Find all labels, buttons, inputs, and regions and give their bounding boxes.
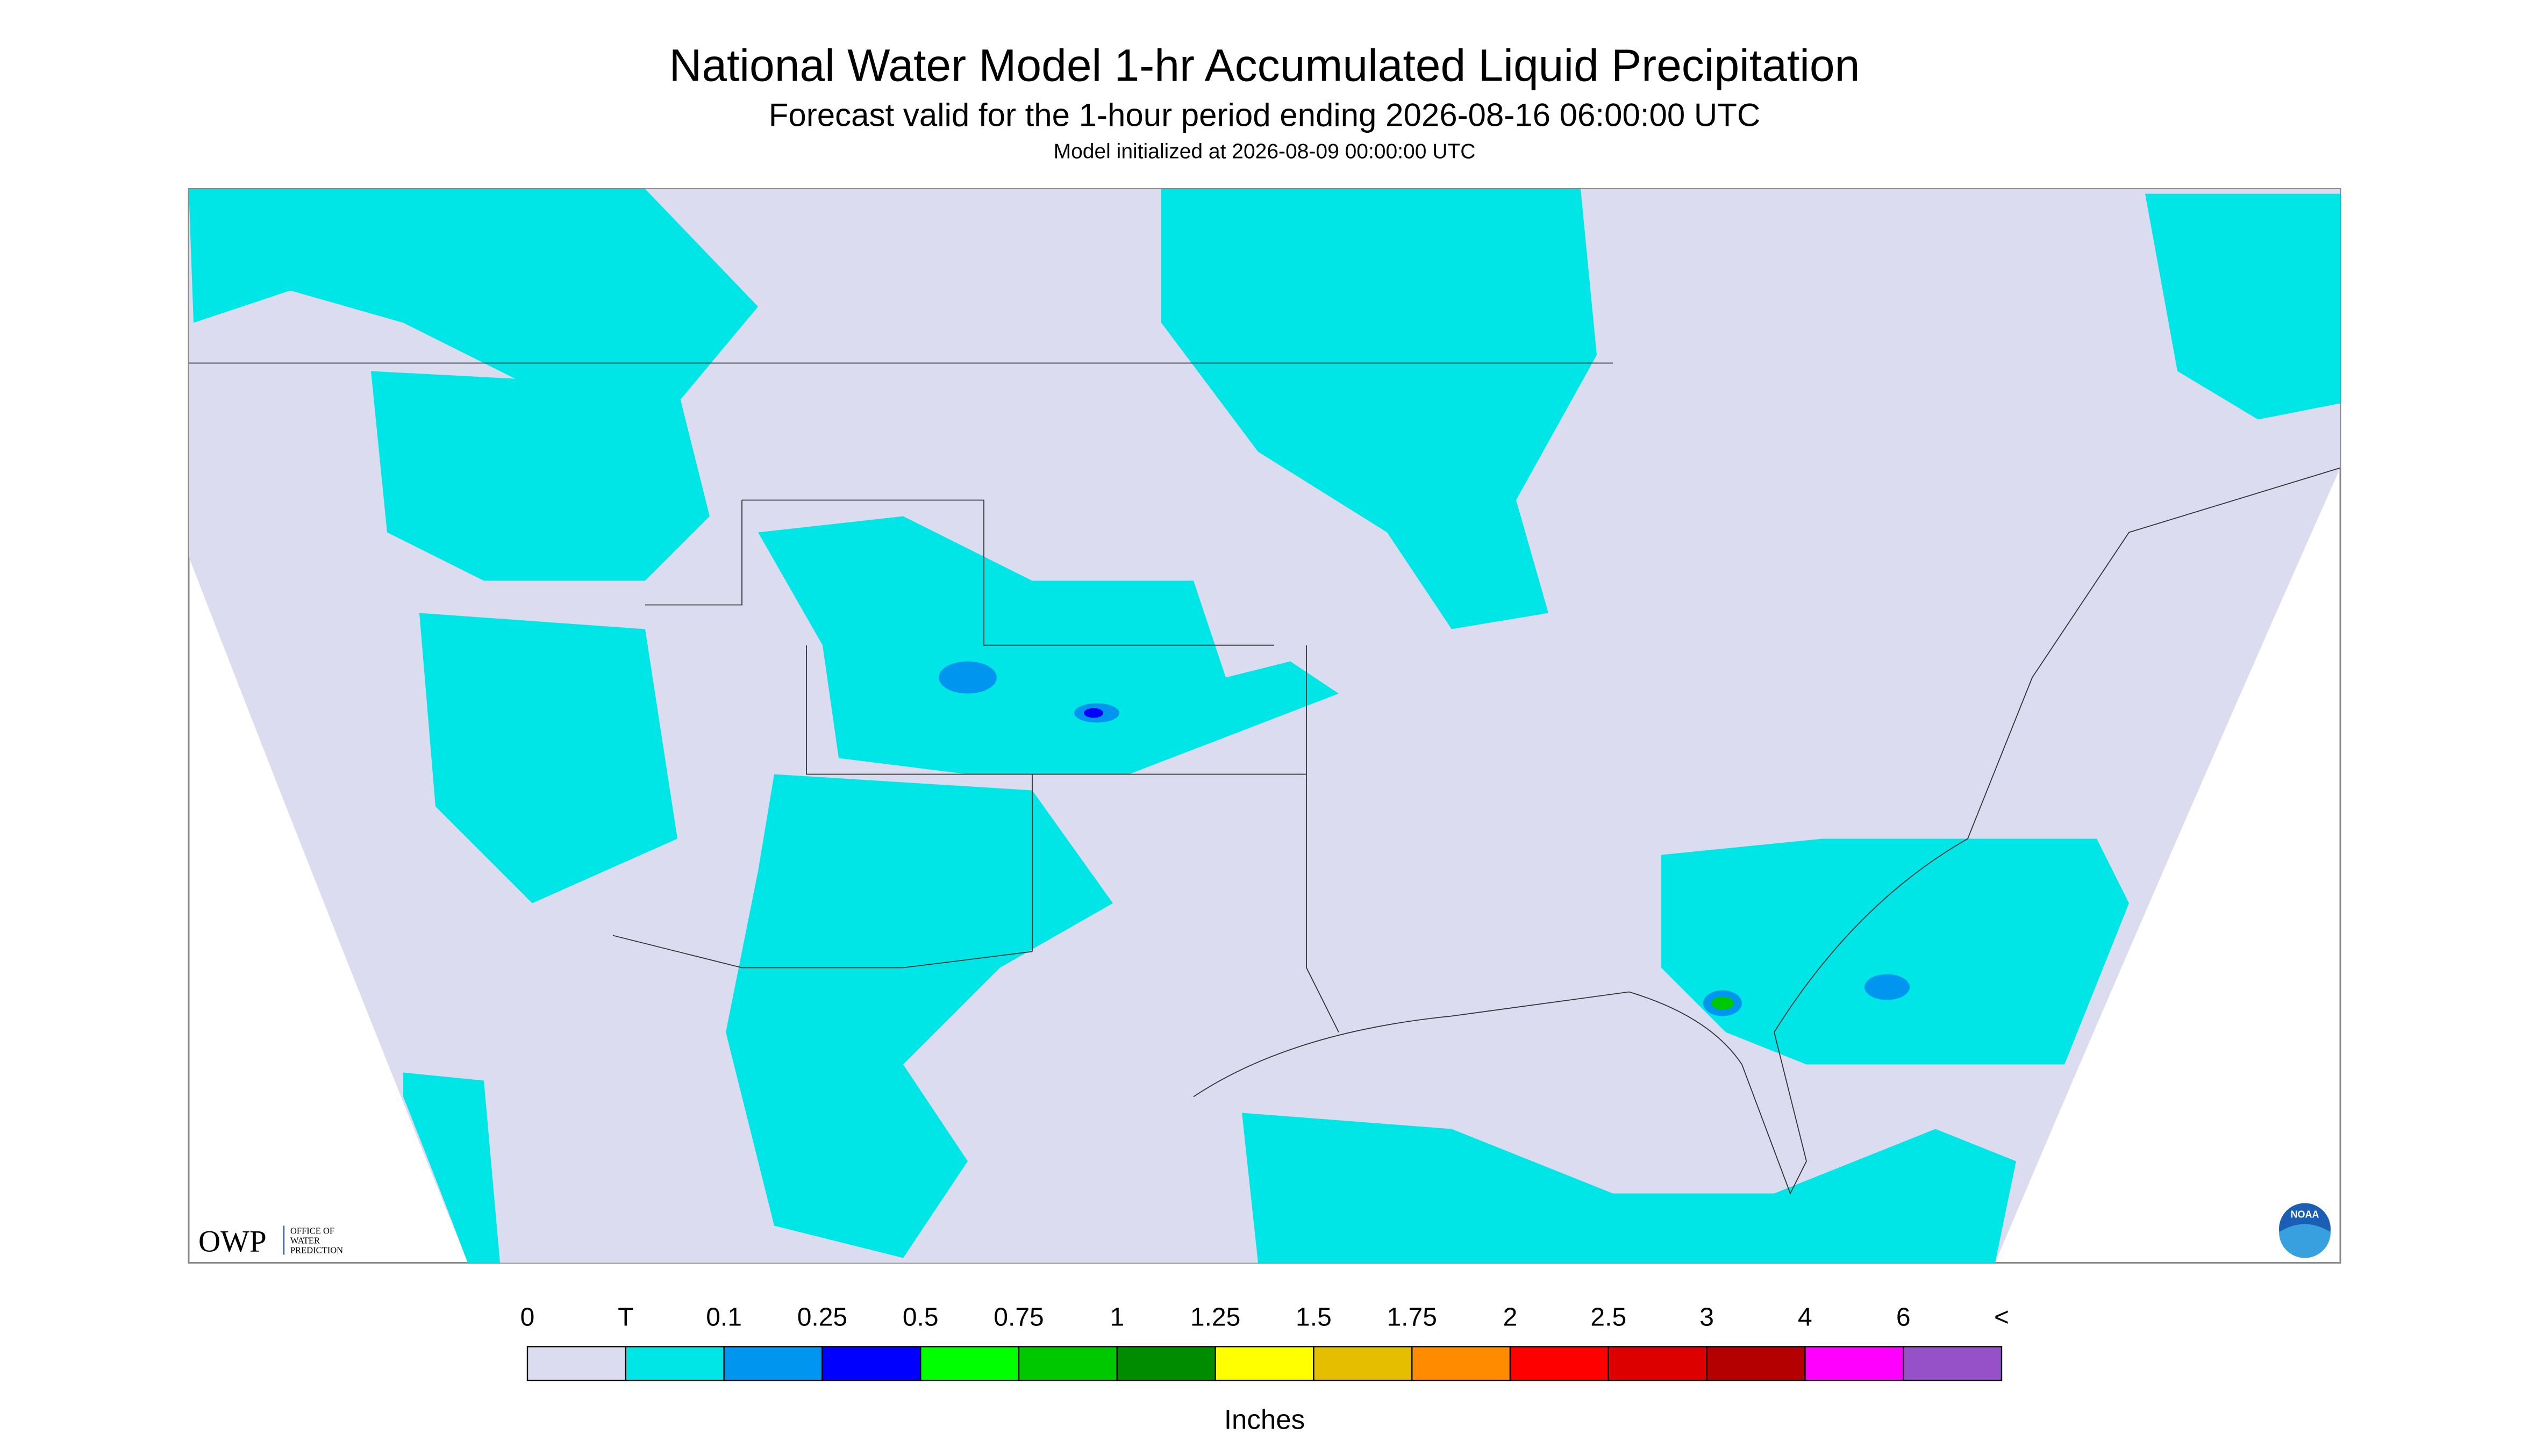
legend-swatch (723, 1346, 823, 1381)
precip-cell (1711, 996, 1734, 1010)
legend-swatch (625, 1346, 725, 1381)
precip-area (403, 1072, 500, 1263)
precip-area (1661, 838, 2129, 1065)
legend-label: 6 (1896, 1303, 1911, 1332)
legend-swatch (1509, 1346, 1609, 1381)
precip-heavier (939, 661, 1910, 1016)
precip-area (371, 371, 710, 581)
state-lines (189, 362, 1613, 1032)
legend-swatch (526, 1346, 627, 1381)
legend-swatch (1018, 1346, 1118, 1381)
legend-label: 0.25 (797, 1303, 847, 1332)
title: National Water Model 1-hr Accumulated Li… (669, 40, 1860, 91)
map: OWP OFFICE OF WATER PREDICTION NOAA (188, 188, 2341, 1264)
legend: 0 T 0.1 0.25 0.5 0.75 1 1.25 1.5 1.75 2 2.5 3 4 6 < (520, 1303, 2009, 1381)
precip-area (2145, 193, 2340, 420)
legend-label: 2.5 (1590, 1303, 1626, 1332)
precip-area (419, 613, 677, 903)
legend-swatch (920, 1346, 1020, 1381)
legend-swatch (821, 1346, 921, 1381)
legend-swatch (1313, 1346, 1413, 1381)
owp-logo: OWP OFFICE OF WATER PREDICTION (198, 1225, 343, 1259)
owp-logo-line: PREDICTION (290, 1245, 343, 1256)
legend-label: < (1994, 1303, 2009, 1332)
legend-label: 0.5 (903, 1303, 939, 1332)
precip-area (1242, 1113, 2016, 1263)
precip-area (189, 189, 758, 404)
owp-logo-line: WATER (290, 1236, 320, 1246)
legend-unit: Inches (1224, 1404, 1305, 1435)
owp-logo-line: OFFICE OF (290, 1226, 334, 1236)
precip-area (726, 774, 1113, 1258)
legend-swatch (1902, 1346, 2003, 1381)
owp-logo-text: OWP (198, 1225, 267, 1259)
legend-label: 0.75 (994, 1303, 1044, 1332)
boundaries (189, 362, 2341, 1195)
legend-swatch (1706, 1346, 1806, 1381)
legend-swatch (1215, 1346, 1314, 1381)
legend-label: 2 (1503, 1303, 1518, 1332)
legend-swatch (1411, 1346, 1511, 1381)
legend-swatch (1804, 1346, 1904, 1381)
precip-area (1161, 189, 1597, 629)
precip-cell (1084, 708, 1103, 718)
legend-swatch (1608, 1346, 1708, 1381)
precip-trace (189, 189, 2340, 1263)
legend-label: 4 (1798, 1303, 1812, 1332)
coastline (1193, 467, 2341, 1195)
legend-label: 0.1 (706, 1303, 742, 1332)
legend-label: T (618, 1303, 633, 1332)
precip-cell (939, 661, 997, 694)
legend-label: 1.75 (1387, 1303, 1437, 1332)
legend-swatch (1116, 1346, 1216, 1381)
noaa-logo: NOAA (2279, 1203, 2331, 1258)
legend-label: 1.25 (1190, 1303, 1240, 1332)
subtitle: Forecast valid for the 1-hour period end… (769, 97, 1760, 133)
legend-label: 1.5 (1296, 1303, 1332, 1332)
noaa-logo-wave (2279, 1224, 2331, 1258)
precip-cell (1864, 974, 1910, 1000)
legend-label: 0 (520, 1303, 535, 1332)
noaa-logo-text: NOAA (2291, 1209, 2319, 1220)
init-time: Model initialized at 2026-08-09 00:00:00… (1054, 140, 1476, 163)
legend-label: 1 (1110, 1303, 1124, 1332)
legend-label: 3 (1699, 1303, 1714, 1332)
